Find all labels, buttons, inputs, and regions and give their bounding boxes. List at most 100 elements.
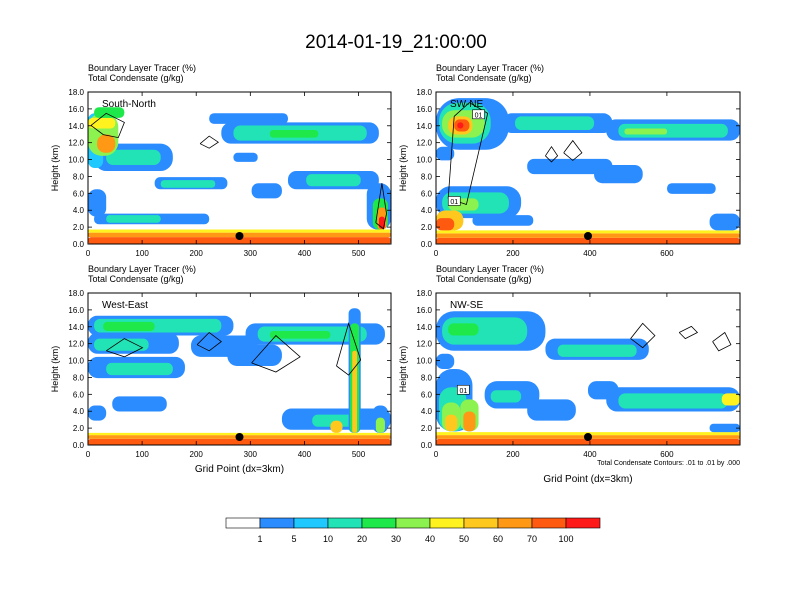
y-tick-label: 0.0 [421, 441, 433, 450]
y-tick-label: 12.0 [416, 340, 432, 349]
x-tick-label: 100 [135, 450, 149, 459]
y-tick-label: 16.0 [416, 306, 432, 315]
y-tick-label: 2.0 [421, 223, 433, 232]
plot-frame [87, 292, 392, 446]
y-tick-label: 0.0 [73, 240, 85, 249]
colorbar-swatch [531, 517, 567, 529]
x-tick-label: 400 [583, 249, 597, 258]
x-tick-label: 400 [298, 450, 312, 459]
tracer-region [375, 417, 385, 433]
condensate-contour [712, 331, 732, 352]
condensate-contour [336, 322, 362, 376]
tracer-region [233, 152, 258, 162]
y-tick-label: 6.0 [421, 189, 433, 198]
tracer-region [269, 130, 319, 138]
tracer-region [527, 399, 576, 421]
tracer-region [88, 117, 116, 129]
tracer-region [106, 362, 173, 376]
y-tick-label: 0.0 [73, 441, 85, 450]
tracer-region [103, 321, 155, 331]
y-tick-label: 8.0 [73, 373, 85, 382]
panel-title-line2: Total Condensate (g/kg) [88, 73, 184, 83]
tracer-region [106, 215, 161, 223]
x-axis-label: Grid Point (dx=3km) [195, 464, 284, 475]
tracer-region [515, 116, 595, 130]
colorbar-label: 30 [391, 534, 401, 544]
colorbar-swatch [225, 517, 261, 529]
colorbar-swatch [565, 517, 601, 529]
condensate-contour [90, 112, 125, 139]
chart-panel-1: 0 100 200 300 400 500 0.0 2.0 4.0 6.0 8.0 10.0 12.0 1… [50, 63, 392, 258]
tracer-region [88, 438, 391, 445]
contour-label-box [472, 109, 485, 120]
y-tick-label: 8.0 [421, 172, 433, 181]
y-axis-label: Height (km) [398, 145, 408, 192]
tracer-region [472, 215, 534, 226]
colorbar-swatch [463, 517, 499, 529]
chart-panel-2: 01 01 0 200 400 600 0.0 2.0 4.0 6.0 8.0 10.0 12.0 14.… [398, 63, 741, 258]
colorbar-swatch [293, 517, 329, 529]
tracer-region [94, 338, 149, 351]
panel-title-line1: Boundary Layer Tracer (%) [88, 264, 196, 274]
condensate-contour [105, 338, 144, 358]
panel-label: SW-NE [450, 99, 483, 110]
contour-label: 01 [459, 388, 467, 395]
y-tick-label: 10.0 [416, 156, 432, 165]
contour-label-box [457, 384, 470, 395]
colorbar-label: 100 [558, 534, 573, 544]
colorbar-label: 5 [291, 534, 296, 544]
tracer-region [88, 229, 391, 233]
panel-title-line1: Boundary Layer Tracer (%) [436, 63, 544, 73]
contour-label-box [447, 196, 461, 206]
tracer-region [306, 174, 361, 187]
filled-field [88, 107, 391, 244]
y-tick-label: 4.0 [421, 407, 433, 416]
y-tick-label: 14.0 [416, 323, 432, 332]
tracer-region [209, 113, 288, 124]
tracer-region [667, 183, 716, 194]
location-marker [235, 433, 244, 441]
panel-title-line2: Total Condensate (g/kg) [436, 274, 532, 284]
y-tick-label: 6.0 [421, 390, 433, 399]
condensate-contour [196, 331, 222, 352]
y-tick-label: 4.0 [421, 206, 433, 215]
condensate-contour [545, 145, 559, 163]
y-axis-label: Height (km) [398, 346, 408, 393]
tracer-region [94, 107, 125, 118]
y-tick-label: 4.0 [73, 407, 85, 416]
tracer-region [436, 146, 455, 161]
location-marker [584, 232, 592, 240]
tracer-region [88, 189, 107, 217]
y-tick-label: 18.0 [68, 88, 84, 97]
y-tick-label: 2.0 [421, 424, 433, 433]
tracer-region [490, 390, 522, 403]
x-tick-label: 100 [135, 249, 149, 258]
chart-panel-4: 01 0 200 400 600 0.0 2.0 4.0 6.0 8.0 10.0 12.0 14.0 1… [398, 264, 741, 485]
condensate-contour [375, 183, 387, 230]
x-tick-label: 200 [190, 450, 204, 459]
contour-footnote: Total Condensate Contours: .01 to .01 by… [597, 460, 740, 467]
colorbar-label: 1 [257, 534, 262, 544]
y-tick-label: 14.0 [68, 122, 84, 131]
tracer-region [721, 393, 740, 406]
y-tick-label: 8.0 [421, 373, 433, 382]
colorbar-swatch [259, 517, 295, 529]
y-tick-label: 8.0 [73, 172, 85, 181]
tracer-region [112, 396, 167, 412]
tracer-region [448, 323, 479, 336]
x-tick-label: 300 [244, 450, 258, 459]
tracer-region [445, 414, 458, 432]
colorbar-swatch [429, 517, 465, 529]
tracer-region [191, 335, 258, 357]
page-title: 2014-01-19_21:00:00 [305, 32, 487, 53]
y-tick-label: 16.0 [68, 105, 84, 114]
tracer-region [106, 149, 161, 165]
y-tick-label: 10.0 [416, 357, 432, 366]
y-tick-label: 12.0 [416, 139, 432, 148]
colorbar-swatch [327, 517, 363, 529]
panel-title-line2: Total Condensate (g/kg) [436, 73, 532, 83]
tracer-region [88, 237, 391, 244]
tracer-region [160, 180, 216, 188]
x-tick-label: 0 [434, 249, 439, 258]
